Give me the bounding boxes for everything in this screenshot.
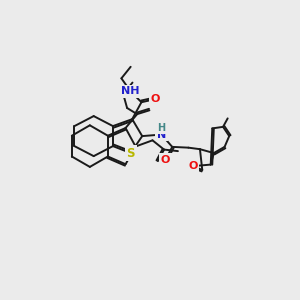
Text: NH: NH <box>122 86 140 96</box>
Text: O: O <box>160 155 170 165</box>
Text: O: O <box>188 161 198 171</box>
Text: N: N <box>157 130 166 140</box>
Text: S: S <box>126 146 135 160</box>
Text: O: O <box>151 94 160 104</box>
Text: H: H <box>158 123 166 134</box>
